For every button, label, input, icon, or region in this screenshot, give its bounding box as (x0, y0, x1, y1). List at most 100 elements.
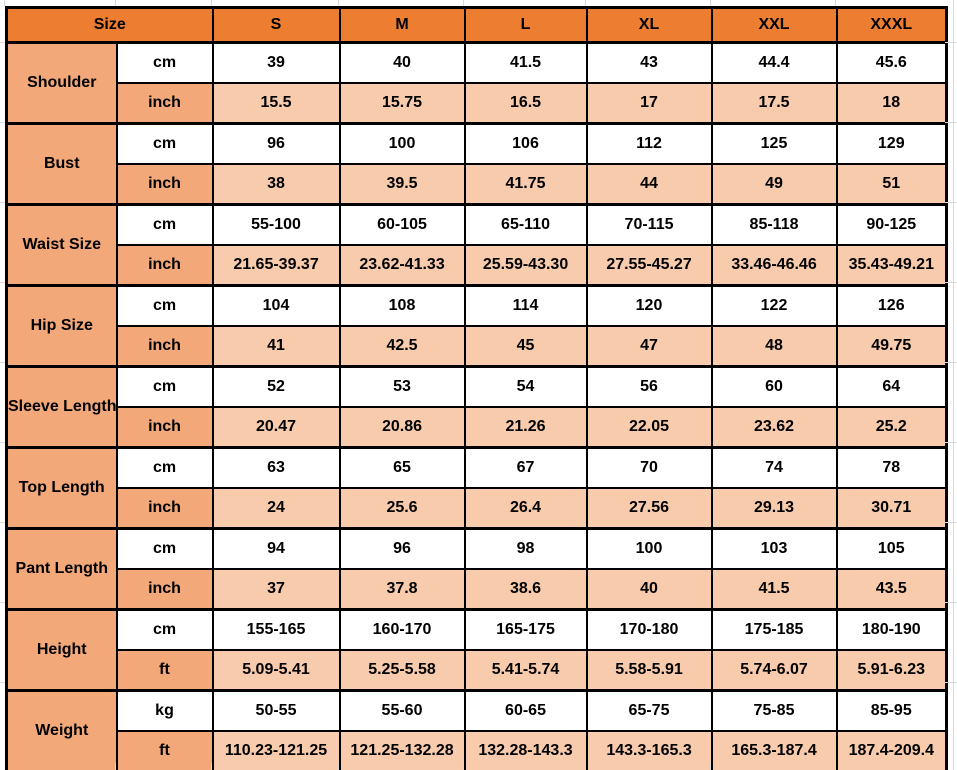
value-cell: 74 (710, 446, 838, 489)
value-cell: 48 (710, 325, 838, 368)
value-cell: 65-110 (463, 203, 588, 246)
value-cell: 105 (835, 527, 948, 570)
table-row: inch 15.5 15.75 16.5 17 17.5 18 (7, 82, 948, 125)
value-cell: 20.86 (338, 406, 466, 449)
value-cell: 90-125 (835, 203, 948, 246)
table-row: Waist Size cm 55-100 60-105 65-110 70-11… (5, 203, 948, 287)
table-row: inch 21.65-39.37 23.62-41.33 25.59-43.30… (7, 244, 948, 287)
table-row: Shoulder cm 39 40 41.5 43 44.4 45.6 (5, 41, 948, 125)
value-cell: 44 (585, 163, 713, 206)
row-label: Shoulder (5, 41, 118, 125)
value-cell: 50-55 (211, 689, 341, 732)
value-cell: 22.05 (585, 406, 713, 449)
unit-cell: ft (115, 730, 214, 770)
value-cell: 5.91-6.23 (835, 649, 948, 692)
value-cell: 40 (338, 41, 466, 84)
table-row: Hip Size cm 104 108 114 120 122 126 (5, 284, 948, 368)
value-cell: 17 (585, 82, 713, 125)
unit-cell: ft (115, 649, 214, 692)
value-cell: 67 (463, 446, 588, 489)
header-col-xxl: XXL (710, 6, 838, 44)
value-cell: 106 (463, 122, 588, 165)
value-cell: 165-175 (463, 608, 588, 651)
unit-cell: cm (115, 122, 214, 165)
value-cell: 18 (835, 82, 948, 125)
table-row: inch 37 37.8 38.6 40 41.5 43.5 (7, 568, 948, 611)
value-cell: 45 (463, 325, 588, 368)
row-label: Waist Size (5, 203, 118, 287)
value-cell: 85-118 (710, 203, 838, 246)
value-cell: 75-85 (710, 689, 838, 732)
unit-cell: cm (115, 527, 214, 570)
unit-cell: cm (115, 446, 214, 489)
table-row: inch 24 25.6 26.4 27.56 29.13 30.71 (7, 487, 948, 530)
table-row: ft 110.23-121.25 121.25-132.28 132.28-14… (7, 730, 948, 770)
value-cell: 114 (463, 284, 588, 327)
value-cell: 60-65 (463, 689, 588, 732)
table-row: Weight kg 50-55 55-60 60-65 65-75 75-85 … (5, 689, 948, 770)
value-cell: 180-190 (835, 608, 948, 651)
unit-cell: inch (115, 163, 214, 206)
table-row: Sleeve Length cm 52 53 54 56 60 64 (5, 365, 948, 449)
value-cell: 96 (338, 527, 466, 570)
header-row: Size S M L XL XXL XXXL (5, 6, 948, 44)
unit-cell: cm (115, 203, 214, 246)
value-cell: 37.8 (338, 568, 466, 611)
value-cell: 96 (211, 122, 341, 165)
value-cell: 53 (338, 365, 466, 408)
row-label: Hip Size (5, 284, 118, 368)
row-label: Height (5, 608, 118, 692)
header-col-m: M (338, 6, 466, 44)
row-label: Top Length (5, 446, 118, 530)
header-col-xl: XL (585, 6, 713, 44)
unit-cell: inch (115, 406, 214, 449)
value-cell: 45.6 (835, 41, 948, 84)
value-cell: 27.55-45.27 (585, 244, 713, 287)
table-row: Top Length cm 63 65 67 70 74 78 (5, 446, 948, 530)
value-cell: 17.5 (710, 82, 838, 125)
value-cell: 122 (710, 284, 838, 327)
value-cell: 104 (211, 284, 341, 327)
value-cell: 25.2 (835, 406, 948, 449)
unit-cell: cm (115, 41, 214, 84)
value-cell: 44.4 (710, 41, 838, 84)
value-cell: 20.47 (211, 406, 341, 449)
value-cell: 65 (338, 446, 466, 489)
value-cell: 40 (585, 568, 713, 611)
value-cell: 27.56 (585, 487, 713, 530)
value-cell: 143.3-165.3 (585, 730, 713, 770)
unit-cell: cm (115, 284, 214, 327)
row-label: Bust (5, 122, 118, 206)
value-cell: 24 (211, 487, 341, 530)
value-cell: 108 (338, 284, 466, 327)
value-cell: 175-185 (710, 608, 838, 651)
value-cell: 38 (211, 163, 341, 206)
unit-cell: inch (115, 82, 214, 125)
row-label: Weight (5, 689, 118, 770)
value-cell: 56 (585, 365, 713, 408)
value-cell: 43 (585, 41, 713, 84)
value-cell: 41.5 (710, 568, 838, 611)
unit-cell: inch (115, 325, 214, 368)
value-cell: 25.6 (338, 487, 466, 530)
value-cell: 132.28-143.3 (463, 730, 588, 770)
value-cell: 29.13 (710, 487, 838, 530)
value-cell: 41.75 (463, 163, 588, 206)
value-cell: 25.59-43.30 (463, 244, 588, 287)
value-cell: 121.25-132.28 (338, 730, 466, 770)
row-label: Pant Length (5, 527, 118, 611)
unit-cell: inch (115, 487, 214, 530)
value-cell: 16.5 (463, 82, 588, 125)
unit-cell: inch (115, 568, 214, 611)
value-cell: 23.62 (710, 406, 838, 449)
value-cell: 60 (710, 365, 838, 408)
value-cell: 33.46-46.46 (710, 244, 838, 287)
header-col-s: S (211, 6, 341, 44)
header-col-xxxl: XXXL (835, 6, 948, 44)
value-cell: 126 (835, 284, 948, 327)
value-cell: 129 (835, 122, 948, 165)
value-cell: 100 (585, 527, 713, 570)
value-cell: 112 (585, 122, 713, 165)
value-cell: 125 (710, 122, 838, 165)
value-cell: 100 (338, 122, 466, 165)
